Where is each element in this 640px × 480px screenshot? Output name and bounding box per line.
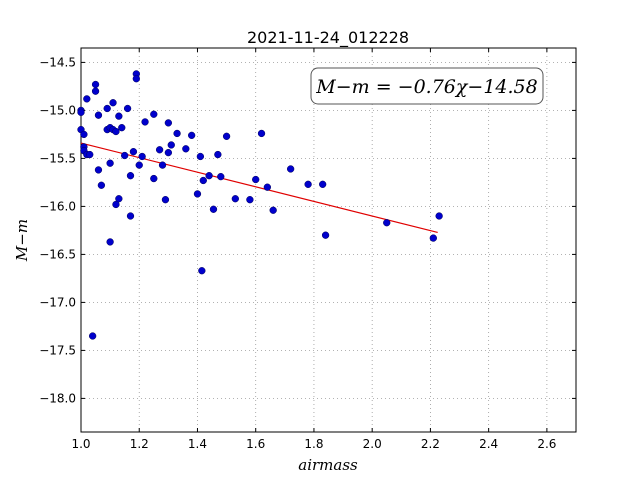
chart-title: 2021-11-24_012228 (247, 28, 409, 48)
data-point (112, 200, 120, 209)
data-point (164, 119, 173, 127)
data-point (209, 205, 218, 213)
data-point (155, 146, 164, 154)
y-tick-label: −16.0 (39, 199, 76, 213)
data-point (161, 196, 170, 204)
data-point (198, 267, 206, 275)
data-point (91, 80, 100, 89)
data-point (196, 152, 205, 161)
data-point (205, 172, 213, 180)
data-point (97, 181, 106, 189)
data-point (383, 219, 391, 227)
data-point (91, 87, 100, 95)
data-point (319, 180, 327, 188)
data-point (193, 190, 202, 198)
data-point (109, 99, 117, 107)
data-point (103, 104, 111, 113)
data-point (126, 172, 135, 180)
data-point (115, 195, 123, 203)
data-point (106, 238, 114, 246)
data-point (94, 166, 103, 174)
data-point (83, 95, 91, 103)
y-axis-label: M−m (13, 219, 31, 262)
fit-line (80, 142, 438, 233)
data-point (187, 131, 196, 140)
data-point (263, 183, 272, 191)
data-point (94, 111, 103, 119)
data-point (132, 75, 140, 83)
data-point (121, 151, 129, 160)
data-point (246, 196, 254, 204)
data-point (80, 130, 88, 139)
x-tick-label: 1.8 (304, 437, 323, 451)
data-point (158, 161, 167, 169)
data-point (231, 195, 239, 203)
data-point (304, 180, 312, 188)
data-point (138, 152, 146, 161)
data-point (118, 124, 126, 132)
y-tick-label: −15.5 (39, 151, 76, 165)
y-tick-label: −16.5 (39, 247, 76, 261)
data-points (77, 70, 443, 340)
data-point (429, 234, 437, 242)
axis-ticks: 1.0 1.2 1.4 1.6 1.8 2.0 2.2 2.4 2.6 −14.5 −15.0 −15… (39, 48, 576, 451)
data-point (252, 175, 260, 184)
data-point (199, 176, 207, 185)
data-point (86, 150, 94, 159)
data-point (167, 141, 175, 149)
y-tick-label: −17.0 (39, 295, 76, 309)
data-point (269, 206, 277, 214)
x-tick-label: 2.2 (421, 437, 440, 451)
annotation-box (310, 67, 544, 105)
data-point (286, 165, 295, 173)
data-point (321, 231, 330, 239)
x-tick-label: 2.0 (363, 437, 382, 451)
data-point (182, 145, 190, 153)
data-point (88, 332, 97, 340)
x-tick-label: 1.2 (130, 437, 149, 451)
data-point (129, 148, 138, 156)
data-point (150, 110, 158, 118)
data-point (257, 129, 266, 138)
data-point (217, 172, 225, 181)
data-point (141, 118, 149, 126)
fit-equation: M−m = −0.76χ−14.58 (315, 76, 537, 98)
data-point (164, 148, 173, 157)
y-tick-label: −15.0 (39, 103, 76, 117)
data-point (77, 108, 85, 116)
data-point (126, 212, 135, 220)
x-tick-label: 1.0 (71, 437, 90, 451)
x-tick-label: 1.4 (188, 437, 207, 451)
fit-line-layer (80, 142, 438, 233)
data-point (150, 174, 158, 183)
data-point (173, 129, 181, 138)
data-point (135, 161, 143, 169)
data-point (106, 159, 114, 167)
data-point (435, 212, 443, 220)
x-tick-label: 1.6 (246, 437, 265, 451)
plot-frame (80, 47, 577, 433)
x-tick-label: 2.6 (537, 437, 556, 451)
y-tick-label: −14.5 (39, 55, 76, 69)
data-point (112, 127, 120, 136)
x-axis-label: airmass (298, 456, 358, 474)
x-tick-label: 2.4 (479, 437, 498, 451)
data-point (214, 150, 222, 159)
data-point (115, 112, 123, 120)
data-point (123, 104, 132, 113)
fit-annotation: M−m = −0.76χ−14.58 (310, 67, 544, 105)
y-tick-label: −17.5 (39, 343, 76, 357)
y-tick-label: −18.0 (39, 391, 76, 405)
data-point (222, 132, 231, 140)
grid-lines (80, 48, 576, 432)
